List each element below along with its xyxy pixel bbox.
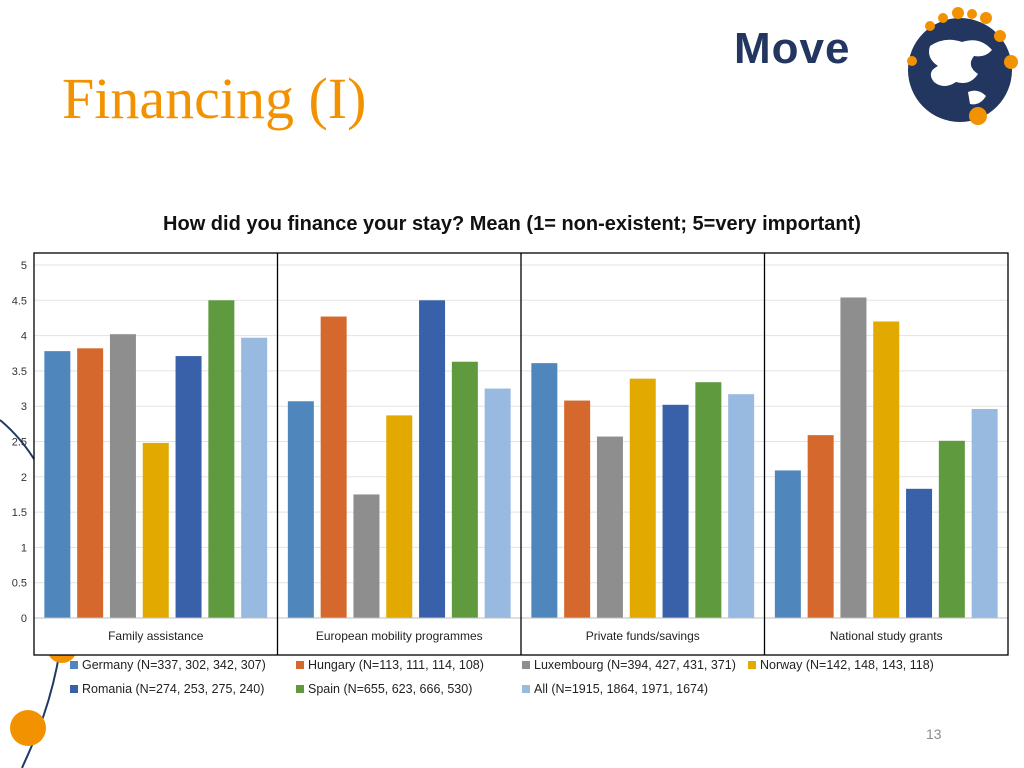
bar-chart: 0 0.5 1 1.5 2 2.5 3 3.5 4 4.5 5 Family assistance Eu… (12, 252, 1009, 656)
legend-label: Germany (N=337, 302, 342, 307) (82, 658, 266, 672)
legend-item: Norway (N=142, 148, 143, 118) (748, 658, 948, 672)
y-tick-label: 2 (21, 472, 27, 484)
legend-item: Hungary (N=113, 111, 114, 108) (296, 658, 518, 672)
bar-3-1 (109, 334, 136, 618)
bar-1-4 (774, 470, 801, 618)
legend-label: Hungary (N=113, 111, 114, 108) (308, 658, 484, 672)
bar-6-3 (695, 382, 722, 618)
decorative-dot (10, 710, 46, 746)
bar-1-3 (531, 363, 558, 618)
y-tick-label: 4.5 (12, 295, 27, 307)
legend-item: Luxembourg (N=394, 427, 431, 371) (522, 658, 744, 672)
bar-7-2 (484, 388, 511, 618)
bar-7-4 (971, 409, 998, 618)
globe-icon (907, 7, 1018, 125)
legend-swatch (296, 661, 304, 669)
bar-1-1 (44, 351, 71, 618)
legend-label: All (N=1915, 1864, 1971, 1674) (534, 682, 709, 696)
bar-4-3 (629, 378, 656, 618)
bar-6-2 (451, 361, 478, 618)
bar-2-2 (320, 316, 347, 618)
y-tick-label: 4 (21, 331, 27, 343)
bar-5-2 (419, 300, 446, 618)
legend-swatch (296, 685, 304, 693)
legend-label: Luxembourg (N=394, 427, 431, 371) (534, 658, 736, 672)
x-category-label: Family assistance (108, 629, 204, 643)
legend-item: Romania (N=274, 253, 275, 240) (70, 682, 292, 696)
bar-4-1 (142, 442, 169, 618)
y-tick-label: 5 (21, 260, 27, 272)
legend-label: Norway (N=142, 148, 143, 118) (760, 658, 934, 672)
y-tick-label: 0.5 (12, 578, 27, 590)
page-number: 13 (926, 726, 942, 742)
legend-swatch (748, 661, 756, 669)
y-tick-label: 1 (21, 542, 27, 554)
x-category-label: Private funds/savings (586, 629, 700, 643)
legend-item: Spain (N=655, 623, 666, 530) (296, 682, 518, 696)
bar-3-2 (353, 494, 380, 618)
legend-item: All (N=1915, 1864, 1971, 1674) (522, 682, 722, 696)
x-category-label: National study grants (830, 629, 943, 643)
y-tick-label: 3.5 (12, 366, 27, 378)
chart-legend: Germany (N=337, 302, 342, 307) Hungary (N… (70, 658, 970, 696)
legend-label: Romania (N=274, 253, 275, 240) (82, 682, 265, 696)
bar-5-1 (175, 356, 202, 618)
bar-3-4 (840, 297, 867, 618)
bar-2-3 (564, 400, 591, 618)
slide-title: Financing (I) (62, 66, 367, 131)
legend-swatch (70, 661, 78, 669)
bar-2-4 (807, 435, 834, 618)
bar-2-1 (77, 348, 104, 618)
bar-3-3 (596, 436, 623, 618)
bar-1-2 (287, 401, 314, 618)
bar-6-4 (938, 440, 965, 618)
legend-swatch (522, 661, 530, 669)
plot-frame (33, 252, 1009, 656)
chart-title: How did you finance your stay? Mean (1= … (163, 213, 861, 235)
bar-5-4 (906, 488, 933, 618)
y-tick-label: 0 (21, 613, 27, 625)
y-tick-label: 1.5 (12, 507, 27, 519)
legend-swatch (70, 685, 78, 693)
x-category-label: European mobility programmes (316, 629, 483, 643)
bar-4-2 (386, 415, 413, 618)
y-tick-label: 3 (21, 401, 27, 413)
bar-6-1 (208, 300, 235, 618)
bar-7-1 (241, 337, 268, 618)
bar-5-3 (662, 404, 689, 618)
legend-swatch (522, 685, 530, 693)
y-tick-label: 2.5 (12, 437, 27, 449)
legend-item: Germany (N=337, 302, 342, 307) (70, 658, 292, 672)
bar-4-4 (873, 321, 900, 618)
logo-wordmark: Move (734, 24, 851, 73)
legend-label: Spain (N=655, 623, 666, 530) (308, 682, 473, 696)
bar-7-3 (728, 394, 755, 618)
move-logo: Move (730, 6, 1024, 128)
